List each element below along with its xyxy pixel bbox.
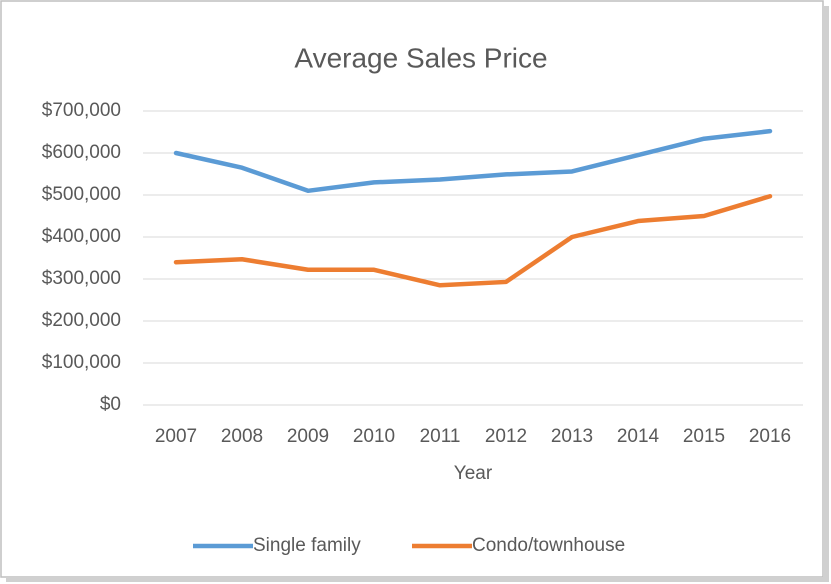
series-line — [173, 194, 773, 288]
frame-shadow — [6, 577, 829, 582]
x-tick-label: 2014 — [617, 426, 660, 447]
y-tick-label: $100,000 — [42, 352, 121, 373]
y-tick-label: $0 — [100, 394, 121, 415]
x-tick-label: 2007 — [155, 426, 197, 447]
y-tick-label: $500,000 — [42, 184, 121, 205]
legend-label: Condo/townhouse — [472, 535, 625, 556]
chart-title: Average Sales Price — [294, 42, 547, 73]
y-tick-label: $200,000 — [42, 310, 121, 331]
x-tick-label: 2011 — [420, 426, 461, 447]
frame-shadow — [823, 6, 829, 581]
legend-label: Single family — [253, 535, 361, 556]
y-tick-label: $400,000 — [42, 226, 121, 247]
y-tick-label: $300,000 — [42, 268, 121, 289]
x-tick-label: 2012 — [485, 426, 527, 447]
x-tick-label: 2009 — [287, 426, 329, 447]
y-tick-label: $700,000 — [42, 100, 121, 121]
x-tick-label: 2016 — [749, 426, 791, 447]
series-line — [173, 128, 773, 194]
x-tick-label: 2015 — [683, 426, 725, 447]
x-axis-title: Year — [454, 463, 493, 484]
x-tick-label: 2008 — [221, 426, 263, 447]
x-tick-label: 2013 — [551, 426, 593, 447]
y-tick-label: $600,000 — [42, 142, 121, 163]
x-tick-label: 2010 — [353, 426, 395, 447]
